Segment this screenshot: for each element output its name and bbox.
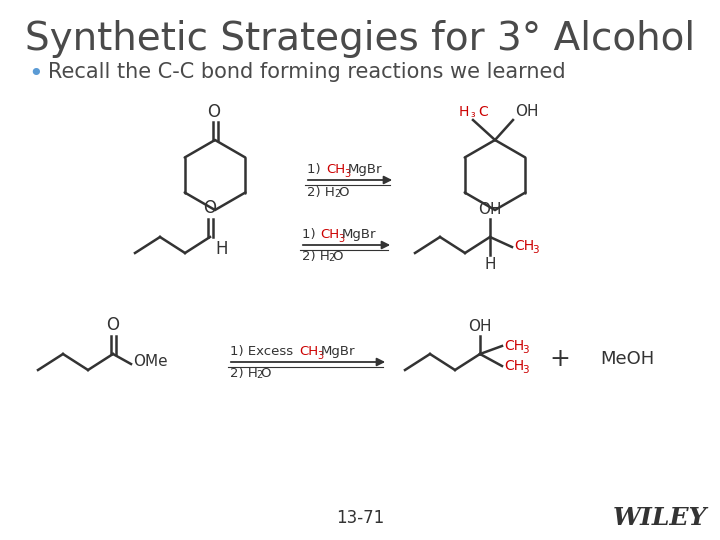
Text: C: C [478,105,487,119]
Text: 1): 1) [307,163,325,176]
Text: CH: CH [514,239,534,253]
Text: 2) H: 2) H [230,367,258,380]
Text: 2: 2 [328,253,334,263]
Text: •: • [28,62,42,86]
Text: Recall the C-C bond forming reactions we learned: Recall the C-C bond forming reactions we… [48,62,566,82]
Text: 2: 2 [256,370,262,380]
Text: O: O [107,316,120,334]
Text: 3: 3 [532,245,539,255]
Text: OH: OH [515,104,539,119]
Text: O: O [207,103,220,121]
Text: Synthetic Strategies for 3° Alcohol: Synthetic Strategies for 3° Alcohol [25,20,695,58]
Text: H: H [459,105,469,119]
Text: MgBr: MgBr [348,163,382,176]
Text: OMe: OMe [133,354,168,369]
Text: O: O [260,367,271,380]
Text: O: O [332,250,343,263]
Text: MgBr: MgBr [321,345,356,358]
Text: OH: OH [468,319,492,334]
Text: 3: 3 [338,234,344,244]
Text: 1): 1) [302,228,320,241]
Text: CH: CH [504,339,524,353]
Text: WILEY: WILEY [613,506,707,530]
Text: H: H [215,240,228,258]
Text: 3: 3 [522,345,528,355]
Text: MeOH: MeOH [600,350,654,368]
Text: 1) Excess: 1) Excess [230,345,297,358]
Text: O: O [338,186,348,199]
Text: CH: CH [504,359,524,373]
Text: 3: 3 [317,351,323,361]
Text: CH: CH [320,228,339,241]
Text: +: + [549,347,570,371]
Text: 2) H: 2) H [302,250,330,263]
Text: 2: 2 [334,189,341,199]
Text: 3: 3 [522,365,528,375]
Text: CH: CH [326,163,345,176]
Text: ₃: ₃ [470,109,474,119]
Text: CH: CH [299,345,318,358]
Text: O: O [204,199,217,217]
Text: H: H [485,257,496,272]
Text: OH: OH [478,202,502,217]
Text: 3: 3 [344,169,350,179]
Text: 2) H: 2) H [307,186,335,199]
Text: 13-71: 13-71 [336,509,384,527]
Text: MgBr: MgBr [342,228,377,241]
